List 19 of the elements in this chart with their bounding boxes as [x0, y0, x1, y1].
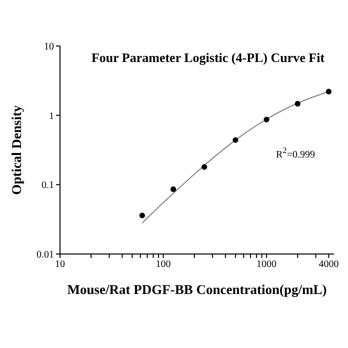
point	[139, 212, 145, 218]
y-tick-label: 1	[49, 110, 54, 122]
chart-title: Four Parameter Logistic (4-PL) Curve Fit	[90, 50, 326, 66]
x-tick-label: 10	[55, 259, 65, 270]
x-tick-label: 100	[156, 259, 171, 270]
y-tick-label: 0.01	[36, 250, 54, 261]
y-tick-label: 0.1	[42, 180, 54, 192]
point	[326, 88, 332, 94]
x-tick-label: 1000	[256, 259, 277, 270]
x-axis-title: Mouse/Rat PDGF-BB Concentration(pg/mL)	[67, 282, 327, 297]
y-tick-label: 10	[44, 42, 54, 53]
point	[294, 100, 300, 107]
point	[170, 186, 176, 192]
point	[232, 137, 238, 143]
annotation: R$^{2}$=0.999	[276, 146, 315, 160]
point	[202, 164, 208, 170]
y-axis-title: Optical Density	[8, 104, 24, 195]
x-tick-label: 4000	[318, 259, 339, 270]
point	[264, 116, 270, 122]
